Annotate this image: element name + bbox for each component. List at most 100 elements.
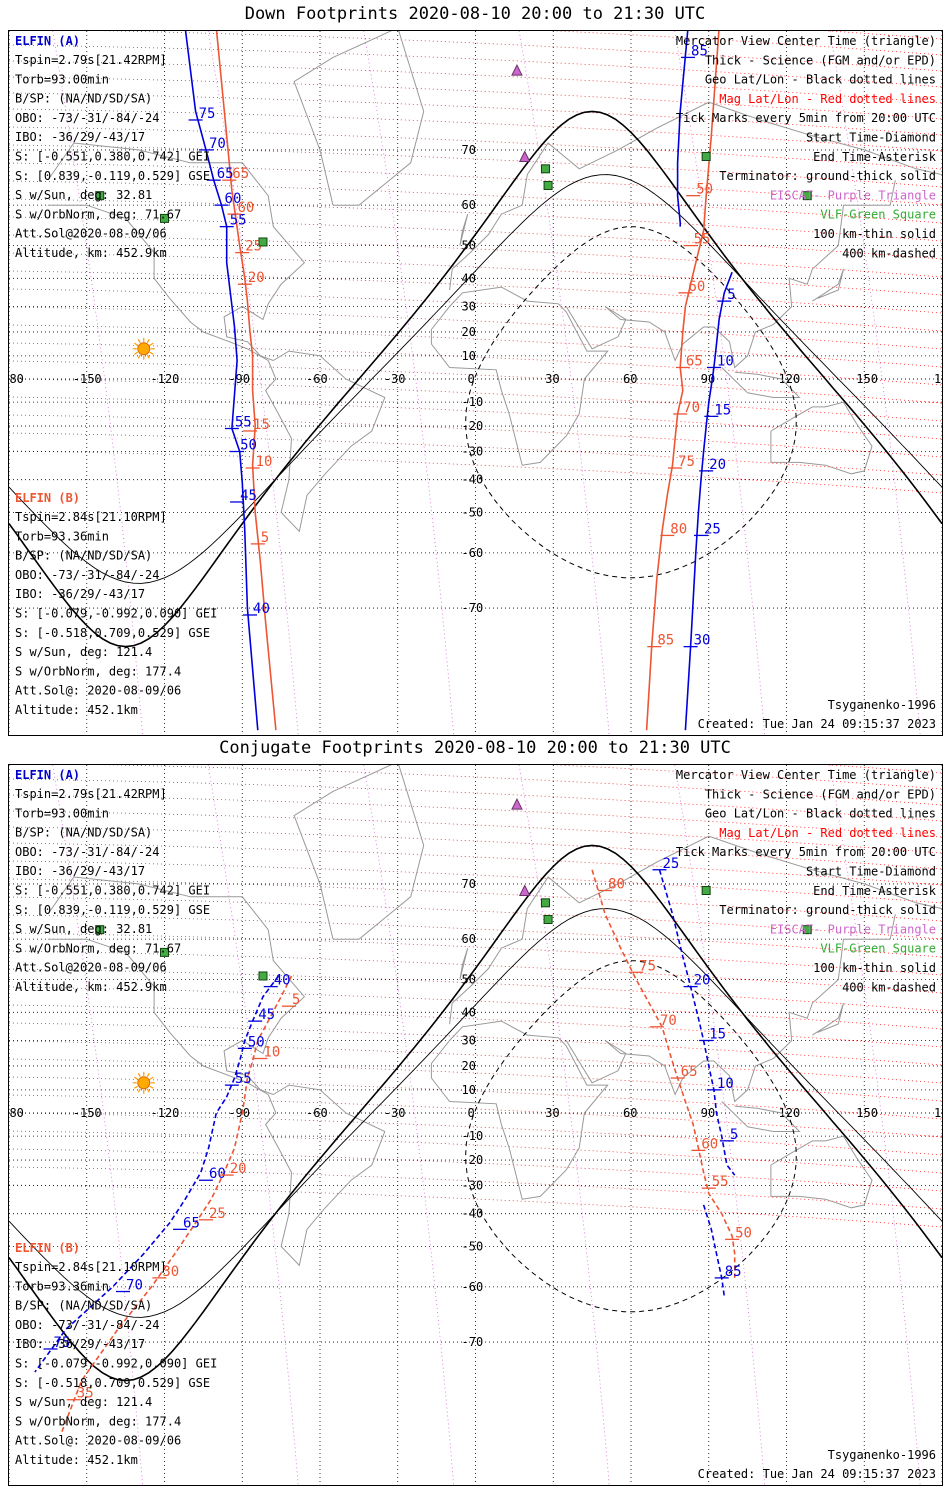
time-tick-label: 20 (694, 973, 711, 989)
elfin-a-info: S: [0.839,-0.119,0.529] GSE (15, 169, 210, 183)
lon-tick-label: -60 (306, 1106, 328, 1120)
elfin-a-info: S w/OrbNorm, deg: 71.67 (15, 207, 181, 221)
mag-lon-line (674, 764, 766, 1486)
sun-ray (146, 354, 150, 359)
legend-entry: Thick - Science (FGM and/or EPD) (705, 53, 936, 67)
coastline (459, 947, 469, 980)
elfin-b-info: Torb=93.36min (15, 529, 109, 543)
time-tick-label: 60 (688, 279, 705, 295)
elfin-a-info: S: [-0.551,0.380,0.742] GEI (15, 150, 210, 164)
elfin-b-info: S w/Sun, deg: 121.4 (15, 1395, 152, 1409)
legend-entry: 400 km-dashed (842, 980, 936, 994)
footprint-series-1 (658, 869, 736, 1176)
lon-tick-label: -60 (306, 372, 328, 386)
sun-ray (149, 351, 154, 355)
legend-entry: Start Time-Diamond (806, 865, 936, 879)
lat-tick-label: -10 (462, 395, 484, 409)
legend-entry: 400 km-dashed (842, 246, 936, 260)
time-tick-label: 60 (225, 191, 242, 207)
mag-lon-line (363, 764, 455, 1486)
vlf-square-marker (258, 237, 268, 247)
elfin-a-info: S: [-0.551,0.380,0.742] GEI (15, 884, 210, 898)
lat-tick-label: -30 (462, 1179, 484, 1193)
time-tick-label: 55 (694, 232, 711, 248)
lon-tick-label: 180 (934, 1106, 942, 1120)
terminator-ground (8, 110, 943, 648)
vlf-square-marker (160, 947, 169, 957)
lat-tick-label: -60 (462, 1280, 484, 1294)
lat-tick-label: -20 (462, 419, 484, 433)
lon-tick-label: -150 (73, 1106, 102, 1120)
time-tick-label: 55 (235, 1071, 252, 1087)
time-tick-label: 65 (217, 166, 234, 182)
legend-entry: Mercator View Center Time (triangle) (676, 768, 936, 782)
time-tick-label: 75 (639, 958, 656, 974)
eiscat-triangle-marker (511, 63, 523, 76)
elfin-b-header: ELFIN (B) (15, 1241, 80, 1255)
eiscat-triangle-marker (511, 797, 523, 810)
elfin-b-info: OBO: -73/-31/-84/-24 (15, 1318, 160, 1332)
time-tick-label: 15 (709, 1026, 726, 1042)
elfin-b-info: B/SP: (NA/ND/SD/SA) (15, 1299, 152, 1313)
time-tick-label: 45 (240, 488, 257, 504)
elfin-b-info: IBO: -36/29/-43/17 (15, 1337, 145, 1351)
time-tick-label: 20 (248, 270, 265, 286)
terminator-ground (8, 844, 943, 1382)
sun-ray (146, 338, 150, 344)
lat-tick-label: 20 (462, 1059, 476, 1073)
legend-entry: Mag Lat/Lon - Red dotted lines (719, 92, 936, 106)
down-title: Down Footprints 2020-08-10 20:00 to 21:3… (244, 4, 706, 24)
elfin-a-info: OBO: -73/-31/-84/-24 (15, 111, 160, 125)
coastline (812, 268, 844, 302)
coastline (47, 876, 306, 1095)
time-tick-label: 50 (240, 438, 257, 454)
lon-tick-label: 90 (701, 1106, 715, 1120)
lon-tick-label: -30 (384, 372, 406, 386)
lat-tick-label: -70 (462, 1335, 484, 1349)
time-tick-label: 5 (730, 1127, 738, 1143)
lat-tick-label: -50 (462, 1239, 484, 1253)
time-tick-label: 85 (725, 1264, 742, 1280)
time-tick-label: 5 (727, 287, 735, 303)
lat-tick-label: 20 (462, 325, 476, 339)
footprint-series-2 (684, 271, 733, 731)
conj-map: -70-60-50-40-30-20-1010203040506070-180-… (0, 676, 950, 1486)
eiscat-triangle-marker (518, 884, 531, 897)
elfin-b-info: OBO: -73/-31/-84/-24 (15, 568, 160, 582)
terminator-400km (465, 960, 797, 1313)
time-tick-label: 70 (683, 400, 700, 416)
lon-tick-label: 150 (856, 372, 878, 386)
time-tick-label: 65 (686, 353, 703, 369)
legend-entry: Mag Lat/Lon - Red dotted lines (719, 826, 936, 840)
sun-ray (133, 1076, 139, 1080)
elfin-a-info: Att.Sol@2020-08-09/06 (15, 227, 167, 241)
sun-ray (149, 1076, 154, 1080)
coastline (430, 1020, 609, 1200)
elfin-a-info: Torb=93.00min (15, 72, 109, 86)
time-tick-label: 25 (209, 1206, 226, 1222)
footprint-series-0 (184, 27, 259, 731)
elfin-a-header: ELFIN (A) (15, 768, 80, 782)
legend-entry: EISCAT- Purple Triangle (770, 188, 936, 202)
coastline (449, 835, 943, 1025)
elfin-b-info: S: [-0.518,0.709,0.529] GSE (15, 1376, 210, 1390)
legend-entry: Terminator: ground-thick solid (719, 903, 936, 917)
legend-entry: 100 km-thin solid (813, 961, 936, 975)
time-tick-label: 70 (126, 1278, 143, 1294)
legend-entry: Geo Lat/Lon - Black dotted lines (705, 73, 936, 87)
vlf-square-marker (701, 886, 711, 896)
created-label: Created: Tue Jan 24 09:15:37 2023 (698, 717, 936, 731)
legend-entry: Start Time-Diamond (806, 131, 936, 145)
sun-ray (137, 338, 141, 344)
time-tick-label: 60 (701, 1136, 718, 1152)
sun-ray (149, 342, 154, 346)
lon-tick-label: -90 (228, 372, 250, 386)
down-map: -70-60-50-40-30-20-1010203040506070-180-… (0, 0, 950, 736)
legend-entry: VLF-Green Square (820, 942, 936, 956)
sun-ray (137, 354, 141, 359)
mag-lon-line (674, 30, 766, 736)
sun-ray (137, 1088, 141, 1093)
vlf-square-marker (160, 213, 169, 223)
elfin-b-info: Altitude: 452.1km (15, 1453, 138, 1467)
elfin-a-info: S w/OrbNorm, deg: 71.67 (15, 941, 181, 955)
